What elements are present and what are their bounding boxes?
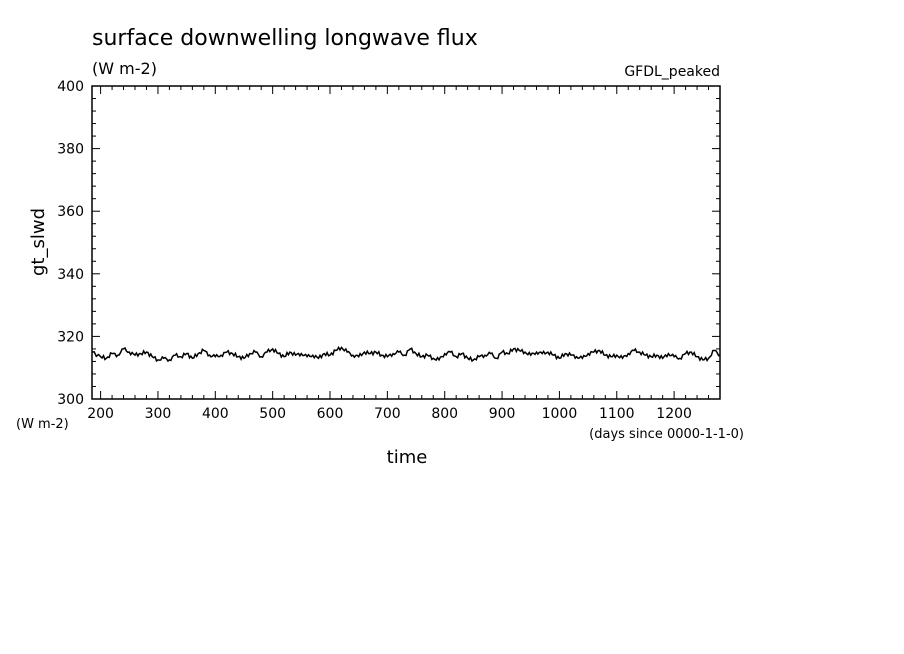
x-tick-label: 1100 bbox=[599, 406, 635, 422]
y-axis-units: (W m-2) bbox=[16, 417, 69, 432]
y-tick-label: 320 bbox=[57, 329, 84, 345]
y-tick-label: 340 bbox=[57, 267, 84, 283]
x-tick-label: 500 bbox=[259, 406, 286, 422]
series-line bbox=[91, 345, 721, 363]
x-tick-label: 700 bbox=[374, 406, 401, 422]
x-tick-label: 900 bbox=[489, 406, 516, 422]
x-tick-label: 1200 bbox=[656, 406, 692, 422]
x-tick-label: 400 bbox=[202, 406, 229, 422]
model-tag: GFDL_peaked bbox=[624, 64, 720, 80]
y-tick-label: 300 bbox=[57, 392, 84, 408]
axis-ticks bbox=[92, 85, 721, 400]
y-tick-label: 400 bbox=[57, 79, 84, 95]
chart-title: surface downwelling longwave flux bbox=[92, 26, 478, 51]
chart-units-subtitle: (W m-2) bbox=[92, 59, 157, 78]
x-axis-label: time bbox=[387, 447, 428, 468]
plot-frame bbox=[91, 85, 721, 400]
y-tick-label: 360 bbox=[57, 204, 84, 220]
x-axis-units: (days since 0000-1-1-0) bbox=[589, 427, 744, 442]
y-tick-label: 380 bbox=[57, 142, 84, 158]
axis-tick-labels: 200 300 400 500 600 700 800 900 1000 1100 12003003… bbox=[57, 79, 692, 422]
x-tick-label: 200 bbox=[87, 406, 114, 422]
y-axis-label: gt_slwd bbox=[28, 208, 49, 276]
x-tick-label: 300 bbox=[145, 406, 172, 422]
x-tick-label: 800 bbox=[431, 406, 458, 422]
x-tick-label: 1000 bbox=[542, 406, 578, 422]
x-tick-label: 600 bbox=[317, 406, 344, 422]
